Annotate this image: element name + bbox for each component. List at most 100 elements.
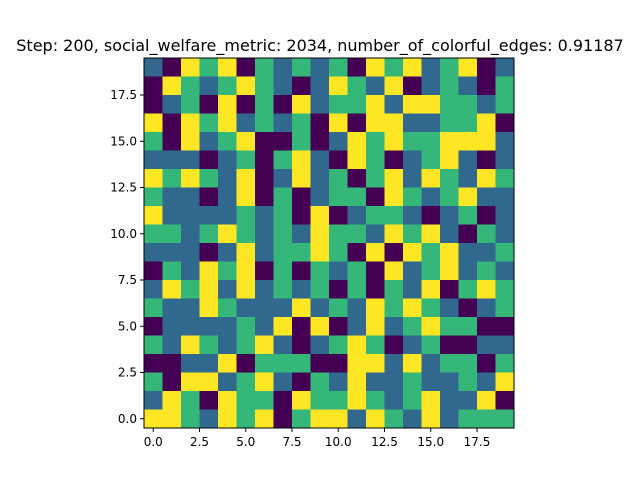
heatmap-cell <box>218 206 237 225</box>
heatmap-cell <box>310 113 330 133</box>
heatmap-cell <box>384 169 404 188</box>
heatmap-cell <box>255 335 274 355</box>
heatmap-cell <box>477 391 496 410</box>
heatmap-cell <box>458 243 478 262</box>
heatmap-cell <box>421 224 441 244</box>
heatmap-cell <box>421 243 441 262</box>
heatmap-cell <box>440 206 459 225</box>
heatmap-cell <box>292 132 311 151</box>
heatmap-cell <box>310 391 330 410</box>
heatmap-cell <box>255 372 274 392</box>
heatmap-cell <box>255 95 274 114</box>
heatmap-cell <box>236 372 256 392</box>
heatmap-cell <box>384 187 404 207</box>
heatmap-cell <box>162 243 182 262</box>
heatmap-cell <box>477 317 496 336</box>
heatmap-cell <box>236 206 256 225</box>
heatmap-cell <box>403 335 422 355</box>
heatmap-cell <box>347 243 367 262</box>
heatmap-cell <box>329 187 348 207</box>
heatmap-cell <box>255 113 274 133</box>
heatmap-cell <box>199 132 219 151</box>
heatmap-cell <box>366 354 385 373</box>
heatmap-cell <box>199 224 219 244</box>
heatmap-cell <box>440 224 459 244</box>
heatmap-cell <box>403 169 422 188</box>
heatmap-cell <box>199 243 219 262</box>
heatmap-cell <box>329 280 348 299</box>
x-tick-label: 5.0 <box>236 435 255 449</box>
heatmap-cell <box>458 132 478 151</box>
heatmap-cell <box>144 95 163 114</box>
heatmap-cell <box>144 76 163 96</box>
heatmap-cell <box>144 224 163 244</box>
heatmap-cell <box>421 132 441 151</box>
heatmap-cell <box>347 391 367 410</box>
heatmap-cell <box>218 409 237 429</box>
heatmap-cell <box>347 132 367 151</box>
heatmap-cell <box>292 372 311 392</box>
heatmap-cell <box>273 95 293 114</box>
heatmap-cell <box>162 206 182 225</box>
heatmap-cell <box>292 280 311 299</box>
heatmap-cell <box>292 335 311 355</box>
heatmap-cell <box>384 335 404 355</box>
heatmap-cell <box>181 372 200 392</box>
heatmap-cell <box>181 298 200 318</box>
heatmap-cell <box>495 76 515 96</box>
heatmap-cell <box>255 354 274 373</box>
heatmap-cell <box>366 113 385 133</box>
heatmap-cell <box>181 76 200 96</box>
heatmap-cell <box>236 261 256 281</box>
x-tick-label: 7.5 <box>282 435 301 449</box>
heatmap-cell <box>421 187 441 207</box>
heatmap-cell <box>403 113 422 133</box>
heatmap-cell <box>181 150 200 170</box>
heatmap-cell <box>144 409 163 429</box>
heatmap-cell <box>310 169 330 188</box>
heatmap-cell <box>162 58 182 77</box>
heatmap-cell <box>440 95 459 114</box>
heatmap-cell <box>199 113 219 133</box>
x-tick-label: 15.0 <box>417 435 444 449</box>
heatmap-cell <box>495 58 515 77</box>
heatmap-cell <box>310 150 330 170</box>
heatmap-cell <box>403 261 422 281</box>
heatmap-cell <box>403 187 422 207</box>
heatmap-cell <box>255 224 274 244</box>
heatmap-cell <box>218 280 237 299</box>
heatmap-cell <box>181 261 200 281</box>
y-tick-label: 10.0 <box>110 227 137 241</box>
heatmap-cell <box>236 95 256 114</box>
heatmap-cell <box>384 354 404 373</box>
heatmap-cell <box>421 169 441 188</box>
heatmap-cell <box>236 280 256 299</box>
heatmap-cell <box>366 224 385 244</box>
heatmap-cell <box>292 354 311 373</box>
heatmap-cell <box>181 113 200 133</box>
heatmap-cell <box>495 280 515 299</box>
heatmap-cell <box>347 372 367 392</box>
heatmap-cell <box>162 298 182 318</box>
heatmap-cell <box>458 58 478 77</box>
heatmap-cell <box>181 243 200 262</box>
heatmap-cell <box>495 113 515 133</box>
heatmap-cell <box>273 372 293 392</box>
heatmap-cell <box>347 76 367 96</box>
heatmap-cell <box>366 58 385 77</box>
heatmap-cell <box>421 317 441 336</box>
heatmap-cell <box>144 187 163 207</box>
heatmap-cell <box>292 317 311 336</box>
heatmap-cell <box>273 58 293 77</box>
heatmap-cell <box>144 391 163 410</box>
heatmap-cell <box>440 243 459 262</box>
heatmap-cell <box>218 391 237 410</box>
heatmap-cell <box>495 132 515 151</box>
heatmap-cell <box>236 132 256 151</box>
heatmap-cell <box>236 150 256 170</box>
heatmap-cell <box>199 298 219 318</box>
heatmap-cell <box>236 243 256 262</box>
heatmap-cell <box>329 150 348 170</box>
heatmap-cell <box>181 132 200 151</box>
